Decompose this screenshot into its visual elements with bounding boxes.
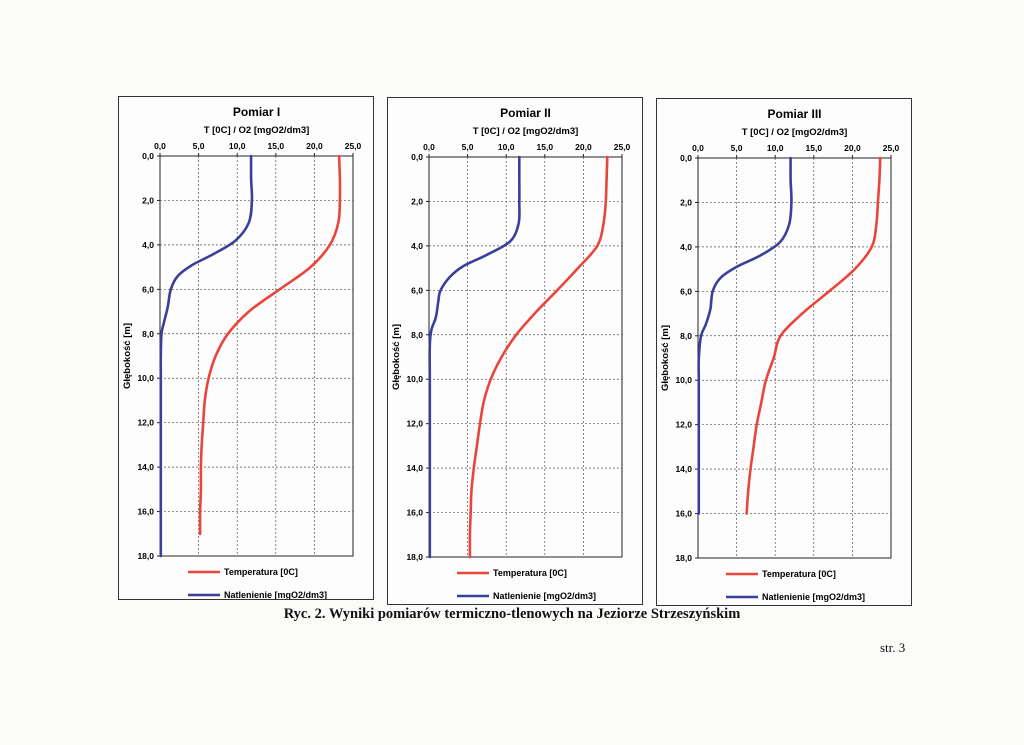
y-tick-label: 14,0: [675, 464, 692, 474]
x-tick-label: 0,0: [692, 143, 704, 153]
y-tick-label: 16,0: [675, 509, 692, 519]
y-tick-label: 0,0: [411, 152, 423, 162]
x-tick-label: 20,0: [306, 141, 323, 151]
x-tick-label: 15,0: [537, 142, 554, 152]
x-tick-label: 0,0: [423, 142, 435, 152]
y-tick-label: 12,0: [137, 418, 154, 428]
y-tick-label: 4,0: [680, 242, 692, 252]
x-tick-label: 25,0: [614, 142, 631, 152]
y-tick-label: 18,0: [406, 552, 423, 562]
y-tick-label: 8,0: [680, 331, 692, 341]
legend-label: Temperatura [0C]: [224, 567, 298, 577]
x-tick-label: 5,0: [462, 142, 474, 152]
plot-frame: [428, 156, 623, 558]
y-tick-label: 12,0: [675, 420, 692, 430]
chart-title: Pomiar II: [500, 106, 551, 120]
y-tick-label: 8,0: [411, 330, 423, 340]
series-line-temperature: [468, 155, 609, 559]
y-tick-label: 0,0: [142, 151, 154, 161]
x-tick-label: 0,0: [154, 141, 166, 151]
x-axis-label: T [0C] / O2 [mgO2/dm3]: [473, 126, 579, 137]
series-line-oxygen: [159, 154, 254, 558]
x-tick-label: 20,0: [575, 142, 592, 152]
legend-label: Natlenienie [mgO2/dm3]: [762, 592, 865, 602]
plot-frame: [697, 157, 892, 559]
y-tick-label: 6,0: [411, 285, 423, 295]
legend-label: Temperatura [0C]: [493, 568, 567, 578]
chart-title: Pomiar III: [767, 107, 821, 121]
y-tick-label: 14,0: [406, 463, 423, 473]
chart-title: Pomiar I: [233, 105, 280, 119]
x-axis-label: T [0C] / O2 [mgO2/dm3]: [742, 127, 848, 138]
y-tick-label: 2,0: [142, 195, 154, 205]
x-tick-label: 25,0: [345, 141, 362, 151]
y-axis-label: Głębokość [m]: [122, 323, 133, 389]
y-tick-label: 8,0: [142, 329, 154, 339]
y-tick-label: 14,0: [137, 462, 154, 472]
series-line-oxygen: [697, 156, 793, 515]
legend-label: Natlenienie [mgO2/dm3]: [493, 591, 596, 601]
series-line-temperature: [745, 156, 882, 515]
y-axis-label: Głębokość [m]: [391, 324, 402, 390]
page-number: str. 3: [880, 640, 906, 655]
y-tick-label: 16,0: [406, 508, 423, 518]
y-tick-label: 16,0: [137, 507, 154, 517]
x-tick-label: 10,0: [767, 143, 784, 153]
y-tick-label: 18,0: [675, 553, 692, 563]
figure-caption: Ryc. 2. Wyniki pomiarów termiczno-tlenow…: [283, 606, 741, 622]
y-tick-label: 4,0: [411, 241, 423, 251]
y-tick-label: 4,0: [142, 240, 154, 250]
chart-panel-3: Pomiar III T [0C] / O2 [mgO2/dm3] 0,0 5,0 10…: [656, 98, 912, 606]
legend-label: Natlenienie [mgO2/dm3]: [224, 590, 327, 599]
y-axis-label: Głębokość [m]: [660, 325, 671, 391]
series-line-oxygen: [428, 155, 521, 559]
y-tick-label: 10,0: [675, 375, 692, 385]
y-tick-label: 12,0: [406, 419, 423, 429]
y-tick-label: 6,0: [142, 284, 154, 294]
chart-panel-2: Pomiar II T [0C] / O2 [mgO2/dm3] 0,0 5,0 10,…: [387, 97, 643, 605]
x-tick-label: 25,0: [883, 143, 900, 153]
x-tick-label: 20,0: [844, 143, 861, 153]
legend-label: Temperatura [0C]: [762, 569, 836, 579]
x-tick-label: 10,0: [498, 142, 515, 152]
series-line-temperature: [198, 154, 342, 536]
x-tick-label: 15,0: [806, 143, 823, 153]
y-tick-label: 0,0: [680, 153, 692, 163]
plot-frame: [159, 155, 354, 557]
chart-svg: Pomiar III T [0C] / O2 [mgO2/dm3] 0,0 5,0 10…: [660, 107, 900, 602]
chart-svg: Pomiar I T [0C] / O2 [mgO2/dm3] 0,0 5,0 10,0…: [122, 105, 362, 599]
x-tick-label: 5,0: [193, 141, 205, 151]
x-tick-label: 10,0: [229, 141, 246, 151]
y-tick-label: 6,0: [680, 286, 692, 296]
y-tick-label: 18,0: [137, 551, 154, 561]
x-tick-label: 5,0: [731, 143, 743, 153]
y-tick-label: 10,0: [406, 374, 423, 384]
y-tick-label: 10,0: [137, 373, 154, 383]
x-tick-label: 15,0: [268, 141, 285, 151]
y-tick-label: 2,0: [680, 197, 692, 207]
chart-svg: Pomiar II T [0C] / O2 [mgO2/dm3] 0,0 5,0 10,…: [391, 106, 631, 601]
y-tick-label: 2,0: [411, 196, 423, 206]
x-axis-label: T [0C] / O2 [mgO2/dm3]: [204, 125, 310, 136]
chart-panel-1: Pomiar I T [0C] / O2 [mgO2/dm3] 0,0 5,0 10,0…: [118, 96, 374, 600]
